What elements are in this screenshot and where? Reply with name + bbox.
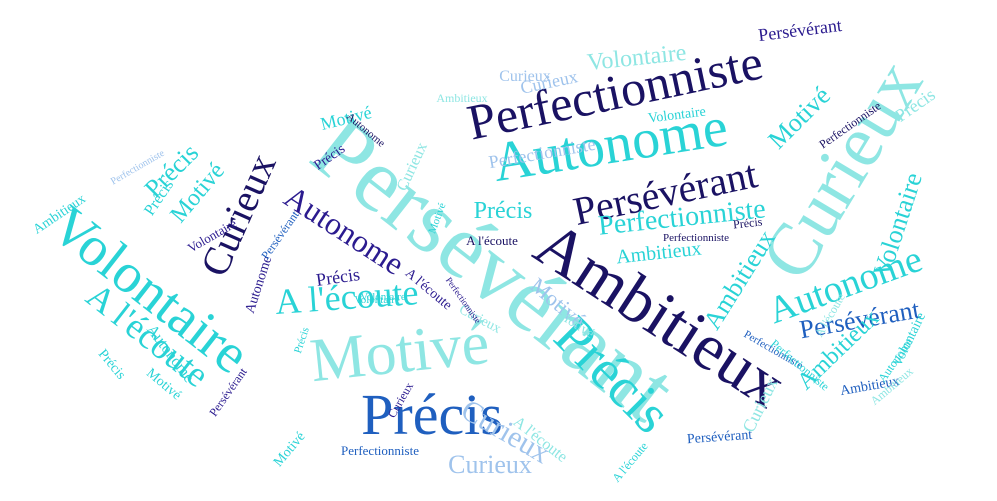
word-volontaire: Volontaire — [354, 293, 400, 306]
word-perseverant: Persévérant — [757, 14, 843, 46]
word-a-l-ecoute: A l'écoute — [466, 232, 518, 248]
word-precis: Précis — [732, 214, 764, 232]
word-ambitieux: Ambitieux — [436, 91, 488, 105]
word-motive: Motivé — [307, 308, 493, 396]
word-curieux: Curieux — [448, 450, 532, 479]
word-a-l-ecoute: A l'écoute — [609, 439, 651, 485]
word-perseverant: Persévérant — [686, 427, 754, 448]
word-curieux: Curieux — [499, 68, 551, 85]
word-precis: Précis — [473, 198, 533, 224]
word-precis: Précis — [94, 346, 129, 383]
word-volontaire: Volontaire — [360, 290, 406, 303]
word-perfectionniste: Perfectionniste — [663, 231, 729, 244]
word-precis: Précis — [361, 382, 503, 447]
word-autonome: Autonome — [243, 254, 276, 316]
word-perfectionniste: Perfectionniste — [341, 442, 419, 458]
word-perseverant: Persévérant — [258, 208, 302, 262]
word-motive: Motivé — [270, 429, 309, 470]
